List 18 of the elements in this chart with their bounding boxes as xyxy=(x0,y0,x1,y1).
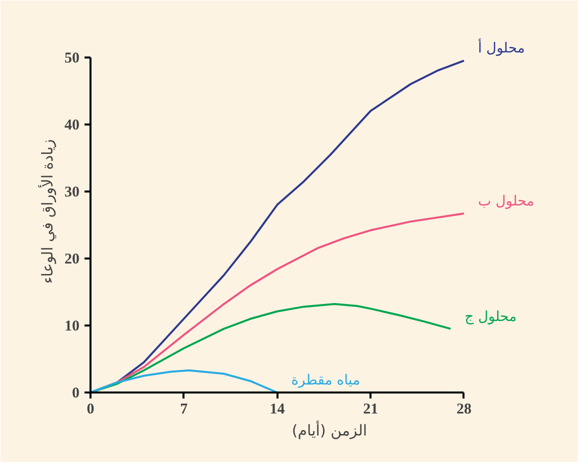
y-axis-title: زيادة الأوراق في الوعاء xyxy=(38,139,56,284)
x-tick-label: 28 xyxy=(456,402,472,418)
x-axis-title: الزمن (أيام) xyxy=(292,420,368,440)
y-tick-label: 10 xyxy=(64,318,80,334)
series-label: محلول ب xyxy=(478,194,534,210)
x-tick-label: 14 xyxy=(270,402,286,418)
y-tick-label: 30 xyxy=(64,184,80,200)
x-tick-label: 21 xyxy=(363,402,378,418)
x-tick-label: 7 xyxy=(180,402,188,418)
y-tick-label: 0 xyxy=(72,386,80,402)
y-tick-label: 20 xyxy=(64,251,80,268)
y-tick-label: 40 xyxy=(64,117,80,134)
y-tick-label: 50 xyxy=(64,50,80,66)
line-series xyxy=(90,369,278,392)
x-tick-label: 0 xyxy=(86,402,94,418)
series-label: محلول أ xyxy=(478,38,525,57)
series-label: محلول ج xyxy=(464,308,517,325)
series-label: مياه مقطرة xyxy=(291,372,360,388)
